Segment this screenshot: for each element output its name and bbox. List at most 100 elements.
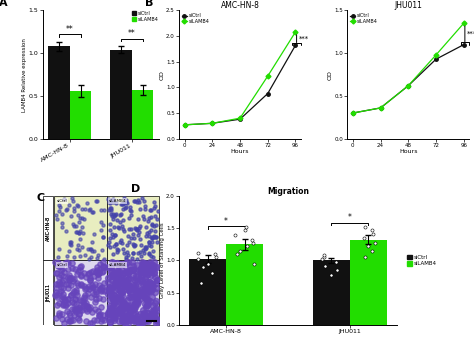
Point	[144, 311, 152, 316]
Point	[128, 260, 136, 265]
Point	[118, 279, 126, 284]
Point	[53, 281, 60, 287]
siLAMB4	[182, 123, 187, 127]
Point	[135, 291, 143, 297]
Point	[118, 240, 126, 246]
Point	[80, 270, 88, 275]
Point	[153, 217, 161, 222]
Point	[70, 223, 78, 229]
Point	[143, 230, 151, 236]
Point	[127, 291, 135, 296]
Bar	[54, 196, 107, 260]
Point	[139, 311, 146, 317]
Point	[148, 262, 155, 268]
Point	[77, 215, 84, 221]
Point	[89, 210, 97, 215]
Point	[92, 269, 100, 275]
Point	[67, 318, 75, 323]
Point	[123, 242, 130, 247]
Point	[126, 277, 134, 282]
Point	[76, 236, 83, 242]
Point	[131, 304, 139, 310]
Point	[88, 309, 96, 314]
Point	[97, 285, 105, 291]
Point	[151, 270, 158, 276]
Point	[104, 242, 112, 247]
Point	[148, 310, 156, 315]
Point	[116, 308, 123, 313]
Point	[132, 295, 140, 301]
Point	[80, 216, 88, 221]
Point	[65, 318, 73, 323]
Point	[154, 316, 161, 322]
Point	[81, 295, 88, 301]
Point	[118, 288, 125, 294]
Point	[115, 306, 123, 311]
Point	[120, 227, 128, 232]
Point	[137, 273, 145, 279]
Point	[77, 274, 84, 279]
Point	[106, 239, 113, 245]
Point	[61, 302, 68, 308]
Point	[144, 298, 151, 303]
Point	[79, 230, 87, 236]
Point	[116, 213, 124, 218]
Point	[111, 213, 118, 218]
Point	[56, 281, 64, 287]
Point	[132, 275, 139, 280]
Point	[145, 288, 153, 294]
Point	[110, 315, 118, 320]
Point	[134, 317, 141, 322]
siLAMB4	[292, 30, 298, 34]
Y-axis label: OD: OD	[328, 70, 333, 80]
Point	[87, 277, 94, 283]
Point	[110, 283, 118, 288]
Point	[75, 247, 83, 253]
Point	[71, 312, 78, 317]
Point	[118, 319, 126, 324]
Point	[105, 311, 112, 316]
Point	[90, 268, 97, 273]
Point	[75, 231, 82, 236]
Point	[77, 298, 85, 304]
Point	[125, 215, 132, 221]
Point	[112, 241, 119, 246]
Point	[131, 317, 139, 323]
Point	[118, 289, 126, 295]
Point	[58, 211, 66, 217]
Point	[150, 199, 158, 205]
Point	[143, 281, 151, 287]
Point	[109, 196, 117, 202]
Point	[92, 291, 100, 297]
Point	[127, 209, 134, 214]
Point	[111, 293, 118, 299]
Point	[108, 295, 116, 300]
Point	[108, 307, 116, 313]
Point	[71, 276, 78, 282]
Point	[148, 235, 156, 241]
Point	[154, 318, 161, 324]
Point	[111, 232, 119, 237]
Point	[105, 314, 112, 320]
Point	[74, 282, 82, 288]
Point	[129, 273, 137, 278]
Point	[194, 257, 202, 262]
Point	[99, 268, 107, 274]
Point	[121, 283, 129, 289]
Point	[105, 316, 113, 321]
Point	[119, 217, 127, 222]
Point	[109, 217, 117, 222]
Point	[152, 235, 160, 240]
Bar	[132, 90, 154, 139]
Point	[52, 292, 59, 298]
Point	[140, 213, 147, 219]
Point	[145, 239, 153, 245]
Point	[144, 310, 151, 315]
Point	[76, 267, 83, 273]
Point	[64, 296, 72, 302]
Point	[122, 282, 130, 288]
Point	[119, 315, 127, 320]
Text: siCtrl: siCtrl	[56, 263, 67, 267]
Point	[154, 307, 161, 313]
Point	[75, 311, 82, 317]
